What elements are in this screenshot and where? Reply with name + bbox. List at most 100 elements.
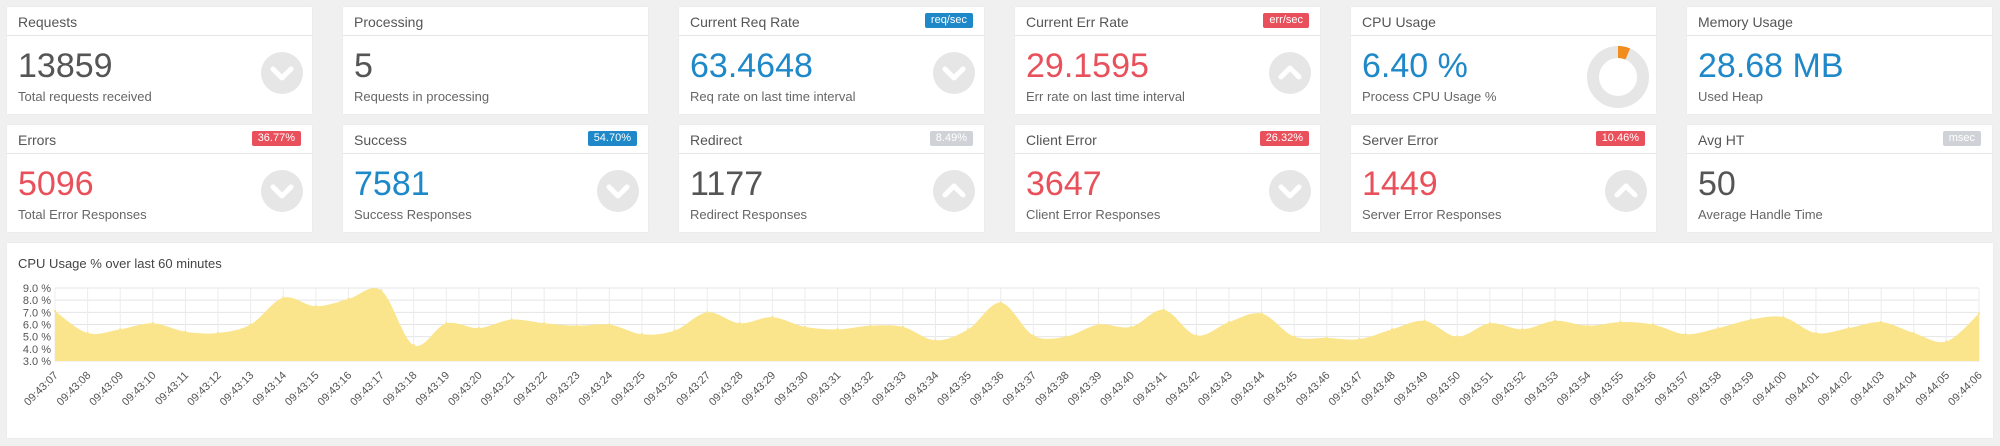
data-point-09:43:27 bbox=[706, 311, 709, 314]
data-point-09:43:12 bbox=[216, 331, 220, 335]
stat-description: Success Responses bbox=[354, 207, 472, 222]
data-point-09:43:57 bbox=[1684, 333, 1687, 336]
x-tick-label: 09:43:07 bbox=[22, 370, 61, 409]
x-tick-label: 09:43:25 bbox=[609, 370, 648, 409]
cpu-usage-area-series bbox=[55, 288, 1979, 361]
chevron-down-icon bbox=[270, 184, 294, 199]
data-point-09:43:17 bbox=[379, 289, 383, 292]
x-tick-label: 09:43:24 bbox=[576, 370, 615, 409]
x-tick-label: 09:43:35 bbox=[935, 370, 974, 409]
trend-indicator bbox=[597, 170, 639, 212]
x-tick-label: 09:44:03 bbox=[1848, 370, 1887, 409]
data-point-09:43:18 bbox=[412, 343, 415, 347]
data-point-09:43:23 bbox=[575, 324, 578, 327]
data-point-09:43:44 bbox=[1260, 312, 1263, 315]
stat-description: Req rate on last time interval bbox=[690, 89, 856, 104]
x-tick-label: 09:43:32 bbox=[837, 370, 876, 409]
status-badge: 10.46% bbox=[1595, 131, 1645, 146]
card-title: Current Req Rate bbox=[690, 14, 800, 30]
x-tick-label: 09:43:08 bbox=[55, 370, 94, 409]
stat-description: Server Error Responses bbox=[1362, 207, 1502, 222]
status-badge: msec bbox=[1942, 131, 1981, 146]
x-tick-label: 09:43:47 bbox=[1326, 370, 1365, 409]
data-point-09:43:55 bbox=[1619, 320, 1622, 324]
x-tick-label: 09:43:10 bbox=[120, 370, 159, 409]
x-tick-label: 09:43:40 bbox=[1098, 370, 1137, 409]
chevron-down-icon bbox=[270, 66, 294, 81]
cpu-usage-chart-card: CPU Usage % over last 60 minutes 3.0 % 4.… bbox=[7, 243, 1993, 438]
stat-card-requests: Requests 13859 Total requests received bbox=[7, 7, 312, 114]
x-tick-label: 09:43:55 bbox=[1587, 370, 1626, 409]
y-tick-label: 7.0 % bbox=[23, 307, 51, 319]
x-tick-label: 09:43:51 bbox=[1457, 370, 1496, 409]
x-tick-label: 09:43:12 bbox=[185, 370, 224, 409]
data-point-09:43:54 bbox=[1586, 324, 1589, 327]
stat-card-current-req-rate: Current Req Rate req/sec 63.4648 Req rate o… bbox=[679, 7, 984, 114]
data-point-09:43:14 bbox=[282, 296, 285, 299]
stat-card-current-err-rate: Current Err Rate err/sec 29.1595 Err rate o… bbox=[1015, 7, 1320, 114]
data-point-09:43:47 bbox=[1358, 337, 1361, 341]
data-point-09:43:26 bbox=[673, 329, 676, 332]
x-tick-label: 09:43:23 bbox=[544, 370, 583, 409]
card-header: Current Err Rate err/sec bbox=[1015, 7, 1320, 36]
trend-indicator bbox=[1605, 170, 1647, 212]
data-point-09:44:05 bbox=[1945, 340, 1948, 343]
x-tick-label: 09:43:13 bbox=[218, 370, 257, 409]
data-point-09:43:33 bbox=[901, 325, 905, 329]
x-tick-label: 09:43:56 bbox=[1620, 370, 1659, 409]
x-tick-label: 09:44:06 bbox=[1946, 370, 1985, 409]
data-point-09:43:25 bbox=[640, 333, 644, 336]
data-point-09:44:00 bbox=[1782, 316, 1785, 319]
x-tick-label: 09:44:00 bbox=[1750, 370, 1789, 409]
card-header: Current Req Rate req/sec bbox=[679, 7, 984, 36]
x-tick-label: 09:43:48 bbox=[1359, 370, 1398, 409]
x-tick-label: 09:43:34 bbox=[903, 370, 942, 409]
x-tick-label: 09:43:42 bbox=[1163, 370, 1202, 409]
stat-description: Client Error Responses bbox=[1026, 207, 1161, 222]
trend-indicator bbox=[261, 170, 303, 212]
y-tick-label: 9.0 % bbox=[23, 283, 51, 295]
x-tick-label: 09:44:01 bbox=[1783, 370, 1822, 409]
stat-value: 63.4648 bbox=[690, 47, 813, 85]
chevron-down-icon bbox=[606, 184, 630, 199]
data-point-09:43:38 bbox=[1064, 335, 1068, 338]
x-tick-label: 09:43:37 bbox=[1000, 370, 1039, 409]
x-tick-label: 09:43:41 bbox=[1131, 370, 1170, 409]
data-point-09:43:31 bbox=[836, 328, 839, 331]
card-title: Requests bbox=[18, 14, 78, 30]
card-title: Processing bbox=[354, 14, 424, 30]
chevron-up-icon bbox=[942, 183, 966, 198]
x-tick-label: 09:43:26 bbox=[642, 370, 681, 409]
data-point-09:43:22 bbox=[542, 322, 546, 325]
x-tick-label: 09:43:44 bbox=[1229, 370, 1268, 409]
stat-value: 7581 bbox=[354, 165, 430, 203]
status-badge: 26.32% bbox=[1259, 131, 1309, 146]
status-badge: err/sec bbox=[1263, 13, 1309, 28]
x-tick-label: 09:43:27 bbox=[674, 370, 713, 409]
stat-description: Total requests received bbox=[18, 89, 152, 104]
x-tick-label: 09:43:38 bbox=[1033, 370, 1072, 409]
card-title: Client Error bbox=[1026, 132, 1097, 148]
x-tick-label: 09:43:29 bbox=[739, 370, 778, 409]
cpu-usage-chart: 3.0 %4.0 %5.0 %6.0 %7.0 %8.0 %9.0 % 09:43… bbox=[22, 283, 1985, 409]
x-tick-label: 09:43:18 bbox=[381, 370, 420, 409]
x-tick-label: 09:44:05 bbox=[1913, 370, 1952, 409]
x-tick-label: 09:43:16 bbox=[316, 370, 355, 409]
status-badge: req/sec bbox=[924, 13, 973, 28]
stat-description: Err rate on last time interval bbox=[1026, 89, 1185, 104]
x-tick-label: 09:43:28 bbox=[707, 370, 746, 409]
x-tick-label: 09:43:20 bbox=[446, 370, 485, 409]
data-point-09:43:19 bbox=[445, 322, 448, 325]
trend-indicator bbox=[261, 52, 303, 94]
y-tick-label: 8.0 % bbox=[23, 295, 51, 307]
card-title: Avg HT bbox=[1698, 132, 1745, 148]
x-tick-label: 09:43:50 bbox=[1424, 370, 1463, 409]
data-point-09:43:36 bbox=[999, 301, 1002, 304]
card-title: Current Err Rate bbox=[1026, 14, 1129, 30]
data-point-09:43:45 bbox=[1292, 335, 1296, 338]
data-point-09:43:53 bbox=[1553, 319, 1557, 323]
status-badge: 54.70% bbox=[587, 131, 637, 146]
status-badge: 36.77% bbox=[251, 131, 301, 146]
x-tick-label: 09:43:19 bbox=[413, 370, 452, 409]
data-point-09:43:08 bbox=[86, 331, 89, 335]
